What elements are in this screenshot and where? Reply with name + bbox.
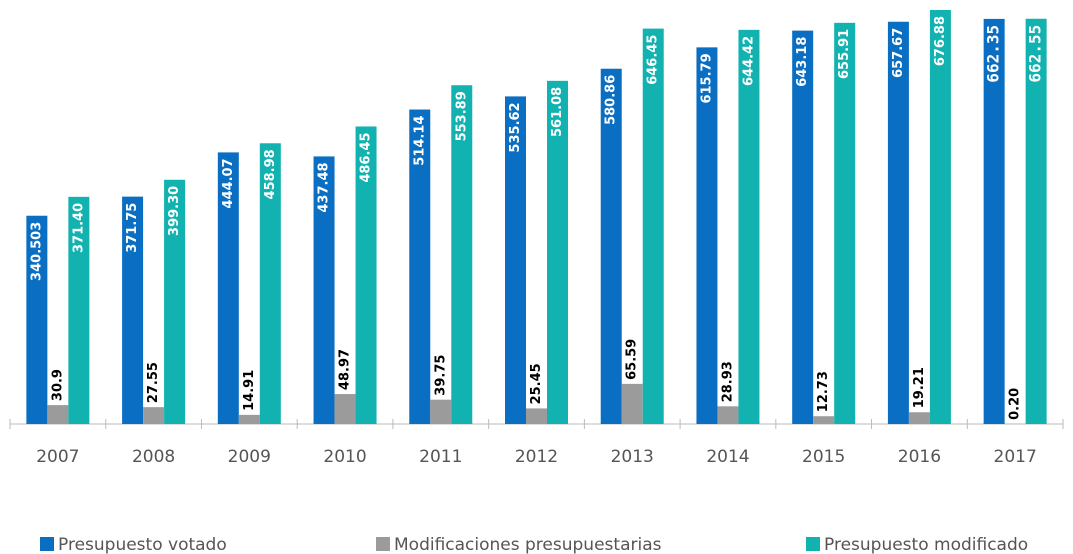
value-label: 39.75: [433, 355, 448, 396]
value-label: 27.55: [146, 362, 161, 403]
bar: [1025, 18, 1047, 425]
value-label: 14.91: [242, 370, 257, 411]
bar: [983, 18, 1005, 424]
bar: [68, 196, 90, 424]
bar: [430, 399, 452, 424]
bar: [122, 196, 144, 424]
value-label: 662.55: [1026, 25, 1045, 83]
bar: [355, 126, 377, 425]
bar: [600, 68, 622, 424]
value-label: 371.40: [71, 203, 86, 253]
value-label: 646.45: [646, 35, 661, 85]
legend-swatch: [806, 537, 820, 551]
bar: [334, 394, 356, 424]
value-label: 371.75: [125, 203, 140, 253]
value-label: 643.18: [795, 37, 810, 87]
bar: [217, 152, 239, 424]
value-label: 30.9: [50, 369, 65, 401]
bar: [409, 109, 431, 425]
value-label: 28.93: [720, 361, 735, 402]
value-label: 676.88: [933, 16, 948, 66]
value-label: 580.86: [604, 75, 619, 125]
x-tick-label: 2016: [898, 447, 941, 467]
x-tick-label: 2014: [706, 447, 749, 467]
bar: [738, 29, 760, 424]
value-label: 444.07: [221, 158, 236, 208]
value-label: 615.79: [699, 53, 714, 103]
bar: [47, 405, 69, 424]
bar: [792, 30, 814, 424]
value-label: 535.62: [508, 102, 523, 152]
bar: [451, 85, 473, 424]
legend-label: Modificaciones presupuestarias: [394, 535, 662, 554]
value-label: 437.48: [317, 162, 332, 212]
x-tick-label: 2010: [323, 447, 366, 467]
value-label: 561.08: [550, 87, 565, 137]
value-label: 12.73: [816, 371, 831, 412]
value-label: 458.98: [263, 149, 278, 199]
value-label: 657.67: [891, 28, 906, 78]
value-label: 553.89: [454, 91, 469, 141]
value-label: 655.91: [837, 29, 852, 79]
value-label: 644.42: [741, 36, 756, 86]
bar: [164, 179, 186, 424]
bar: [621, 383, 643, 424]
x-tick-label: 2017: [994, 447, 1037, 467]
x-tick-label: 2009: [228, 447, 271, 467]
bar: [143, 407, 165, 424]
bar: [313, 156, 335, 424]
bar: [238, 414, 260, 424]
value-label: 65.59: [625, 339, 640, 380]
legend-swatch: [376, 537, 390, 551]
bar: [887, 21, 909, 424]
bar: [526, 408, 547, 424]
value-label: 514.14: [412, 116, 427, 166]
bar: [26, 215, 48, 424]
value-label: 340.503: [29, 222, 44, 281]
bar: [547, 80, 568, 425]
bar: [717, 406, 739, 424]
value-label: 25.45: [529, 363, 544, 404]
x-tick-label: 2013: [611, 447, 654, 467]
bar: [929, 10, 951, 424]
bar: [813, 416, 835, 424]
bar: [696, 47, 718, 424]
x-tick-label: 2007: [36, 447, 79, 467]
value-label: 662.35: [984, 25, 1003, 83]
legend-swatch: [40, 537, 54, 551]
x-tick-label: 2015: [802, 447, 845, 467]
value-label: 0.20: [1008, 388, 1023, 420]
bar: [834, 22, 856, 425]
x-tick-label: 2012: [515, 447, 558, 467]
bar: [505, 96, 526, 424]
bar: [908, 412, 930, 424]
value-label: 486.45: [359, 132, 374, 182]
value-label: 19.21: [912, 367, 927, 408]
legend-label: Presupuesto modificado: [824, 535, 1028, 554]
bar: [642, 28, 664, 424]
x-tick-label: 2008: [132, 447, 175, 467]
legend-label: Presupuesto votado: [58, 535, 227, 554]
value-label: 48.97: [338, 349, 353, 390]
bar: [259, 143, 281, 424]
x-tick-label: 2011: [419, 447, 462, 467]
value-label: 399.30: [167, 186, 182, 236]
